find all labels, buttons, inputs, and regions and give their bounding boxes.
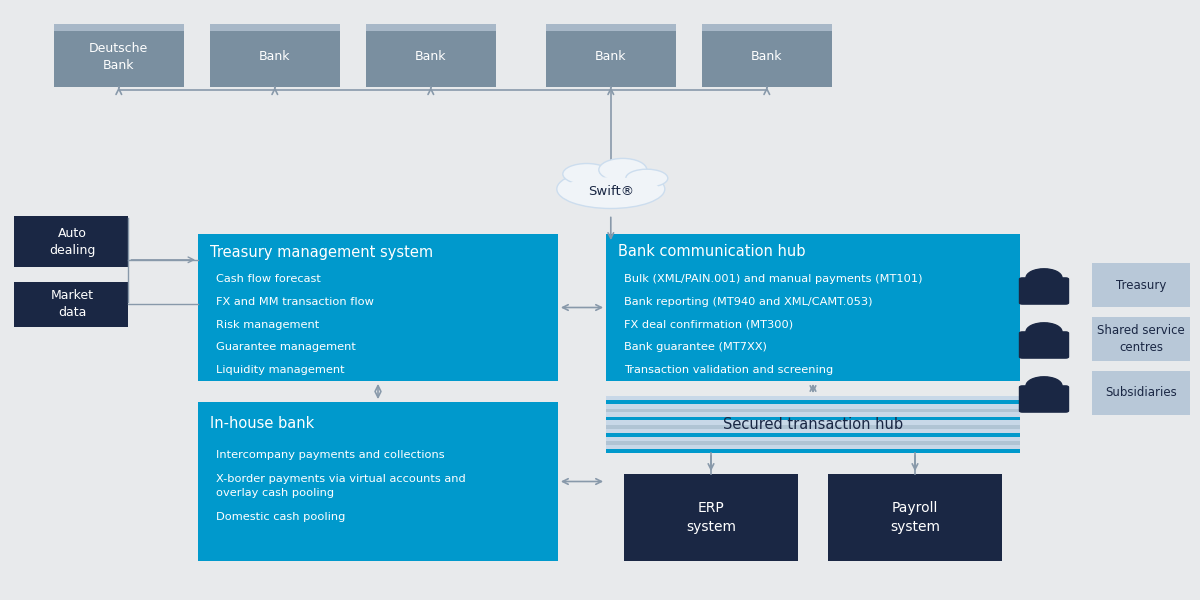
Text: Bank: Bank [595,50,626,63]
Ellipse shape [557,169,665,208]
Text: FX and MM transaction flow: FX and MM transaction flow [216,297,374,307]
Bar [210,24,340,31]
Text: Treasury: Treasury [1116,278,1166,292]
Ellipse shape [563,163,611,184]
Bar [1092,317,1190,361]
Bar [198,402,558,561]
Text: Intercompany payments and collections: Intercompany payments and collections [216,450,445,460]
Bar [14,282,128,327]
Bar [606,449,1020,453]
Text: Risk management: Risk management [216,320,319,329]
Bar [606,425,1020,428]
Bar [828,474,1002,561]
Bar [702,31,832,87]
Bar [1092,263,1190,307]
Text: Deutsche
Bank: Deutsche Bank [89,42,149,72]
Text: ERP
system: ERP system [686,502,736,534]
Text: FX deal confirmation (MT300): FX deal confirmation (MT300) [624,320,793,329]
FancyBboxPatch shape [1019,277,1069,305]
Bar [1092,371,1190,415]
Text: In-house bank: In-house bank [210,415,314,430]
Text: Payroll
system: Payroll system [890,502,940,534]
Bar [14,216,128,267]
Text: Bank guarantee (MT7XX): Bank guarantee (MT7XX) [624,343,767,352]
Bar [54,24,184,31]
Text: Guarantee management: Guarantee management [216,343,356,352]
Bar [546,31,676,87]
Text: Secured transaction hub: Secured transaction hub [722,417,904,432]
Bar [606,409,1020,412]
Bar [210,31,340,87]
Text: Bank reporting (MT940 and XML/CAMT.053): Bank reporting (MT940 and XML/CAMT.053) [624,297,872,307]
Circle shape [1026,269,1062,287]
Text: Treasury management system: Treasury management system [210,245,433,259]
Text: Market
data: Market data [50,289,94,319]
FancyBboxPatch shape [1019,331,1069,359]
Text: Liquidity management: Liquidity management [216,365,344,375]
Bar [606,400,1020,404]
Circle shape [1026,377,1062,395]
Bar [198,234,558,381]
Text: Domestic cash pooling: Domestic cash pooling [216,512,346,522]
Text: Bank: Bank [751,50,782,63]
Bar [624,474,798,561]
Ellipse shape [599,158,647,181]
Bar [54,31,184,87]
Bar [606,433,1020,437]
Text: Bulk (XML/PAIN.001) and manual payments (MT101): Bulk (XML/PAIN.001) and manual payments … [624,274,923,284]
Text: X-border payments via virtual accounts and
overlay cash pooling: X-border payments via virtual accounts a… [216,475,466,497]
Circle shape [1026,323,1062,341]
Bar [546,24,676,31]
Text: Bank: Bank [415,50,446,63]
Bar [606,234,1020,381]
Text: Subsidiaries: Subsidiaries [1105,386,1177,400]
Bar [606,441,1020,445]
Text: Swift®: Swift® [588,185,634,199]
Text: Bank: Bank [259,50,290,63]
Bar [606,396,1020,453]
Ellipse shape [562,177,660,200]
Text: Cash flow forecast: Cash flow forecast [216,274,320,284]
Text: Auto
dealing: Auto dealing [49,227,95,257]
Text: Bank communication hub: Bank communication hub [618,245,805,259]
Text: Shared service
centres: Shared service centres [1097,324,1186,354]
Ellipse shape [626,169,668,187]
Bar [366,31,496,87]
FancyBboxPatch shape [1019,385,1069,413]
Text: Transaction validation and screening: Transaction validation and screening [624,365,833,375]
Bar [702,24,832,31]
Bar [366,24,496,31]
Bar [606,417,1020,421]
